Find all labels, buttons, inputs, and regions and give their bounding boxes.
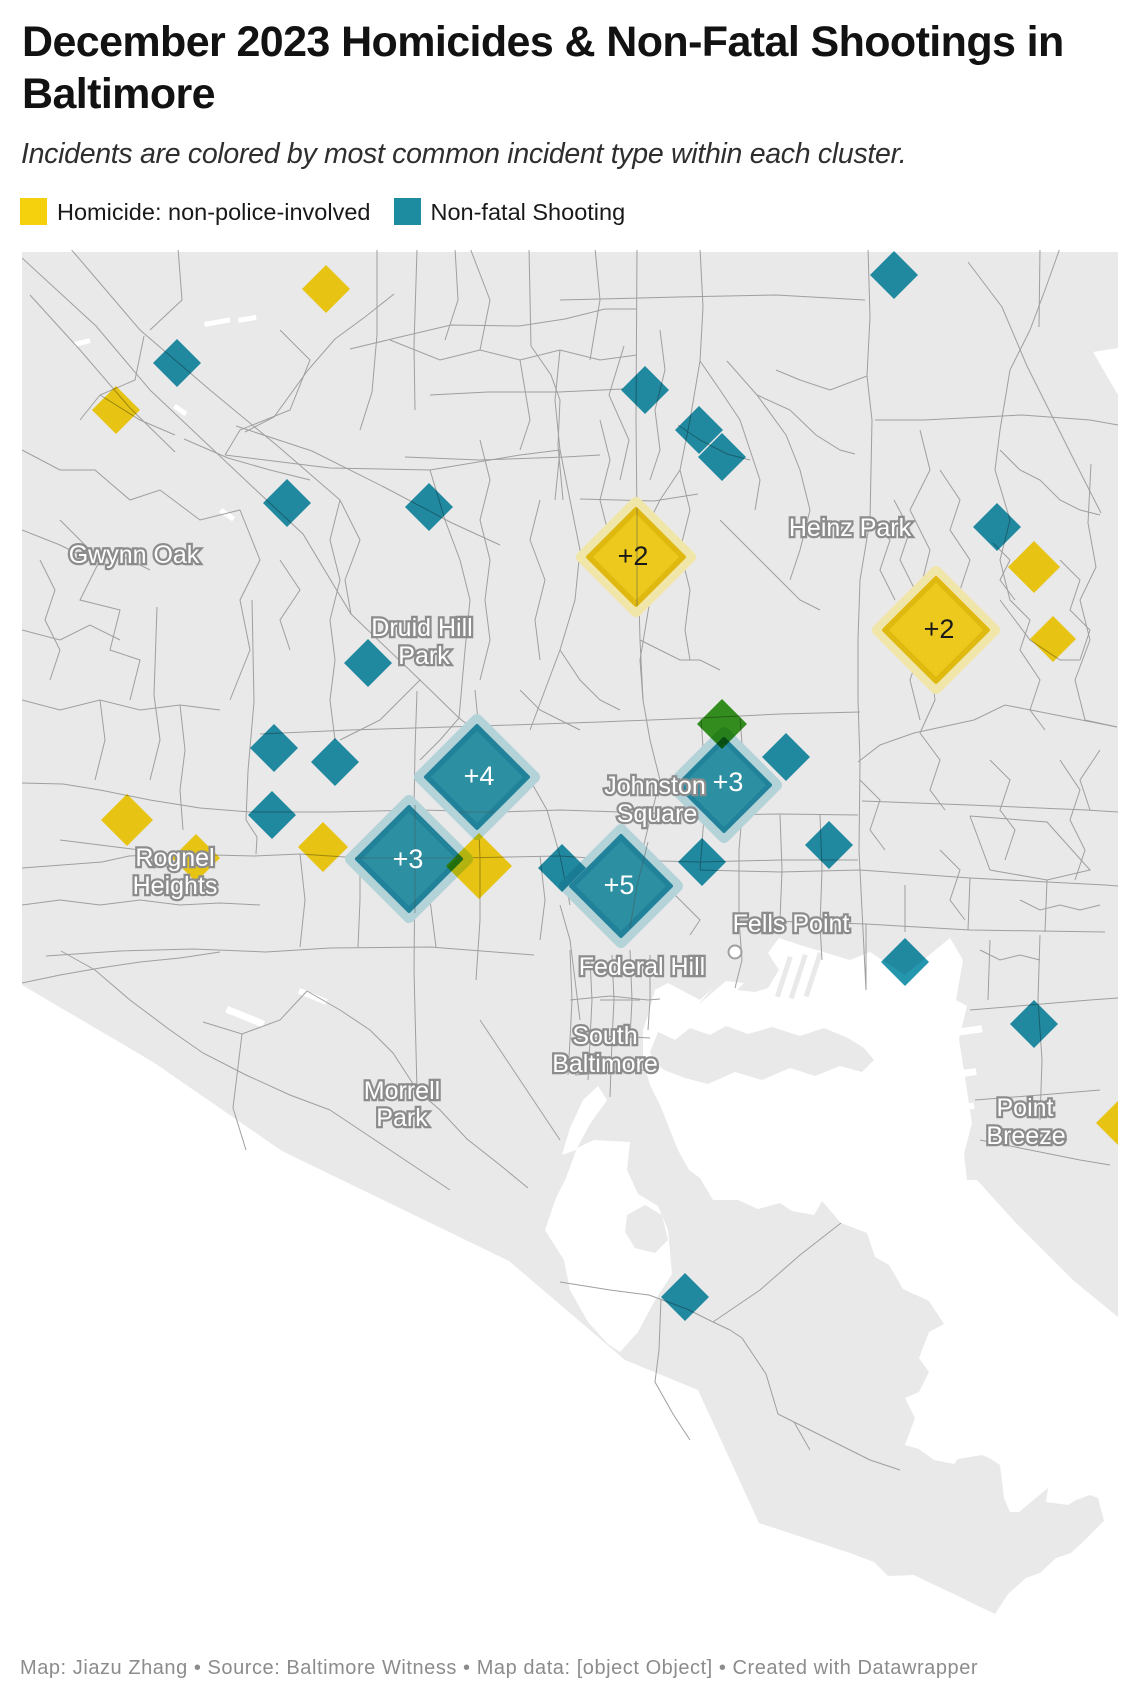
svg-text:+3: +3 [713, 767, 744, 797]
svg-text:Druid Hill: Druid Hill [371, 614, 472, 642]
svg-text:Rognel: Rognel [135, 844, 214, 872]
svg-text:+3: +3 [393, 844, 424, 874]
svg-text:Baltimore: Baltimore [552, 1050, 658, 1078]
svg-text:Federal Hill: Federal Hill [579, 953, 705, 981]
svg-text:Fells Point: Fells Point [733, 910, 850, 938]
svg-text:Heights: Heights [133, 872, 218, 900]
svg-text:+5: +5 [604, 870, 635, 900]
svg-text:+2: +2 [618, 541, 649, 571]
svg-text:South: South [572, 1022, 637, 1050]
svg-text:+2: +2 [924, 614, 955, 644]
svg-text:Breeze: Breeze [986, 1122, 1065, 1150]
svg-text:Johnston: Johnston [604, 772, 705, 800]
svg-text:Square: Square [617, 800, 698, 828]
svg-text:Park: Park [398, 642, 450, 670]
svg-text:Morrell: Morrell [364, 1077, 440, 1105]
svg-text:Point: Point [997, 1094, 1054, 1122]
svg-text:Heinz Park: Heinz Park [789, 514, 912, 542]
svg-text:Gwynn Oak: Gwynn Oak [69, 541, 200, 569]
svg-text:+4: +4 [464, 761, 495, 791]
svg-text:Park: Park [376, 1104, 428, 1132]
